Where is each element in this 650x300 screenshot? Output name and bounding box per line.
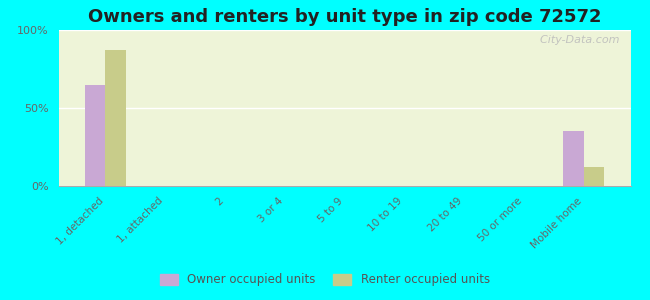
Title: Owners and renters by unit type in zip code 72572: Owners and renters by unit type in zip c…	[88, 8, 601, 26]
Bar	[105, 50, 126, 186]
Legend: Owner occupied units, Renter occupied units: Owner occupied units, Renter occupied un…	[155, 269, 495, 291]
Bar	[84, 85, 105, 186]
Text: City-Data.com: City-Data.com	[532, 35, 619, 45]
Bar	[584, 167, 605, 186]
Bar	[563, 131, 584, 186]
